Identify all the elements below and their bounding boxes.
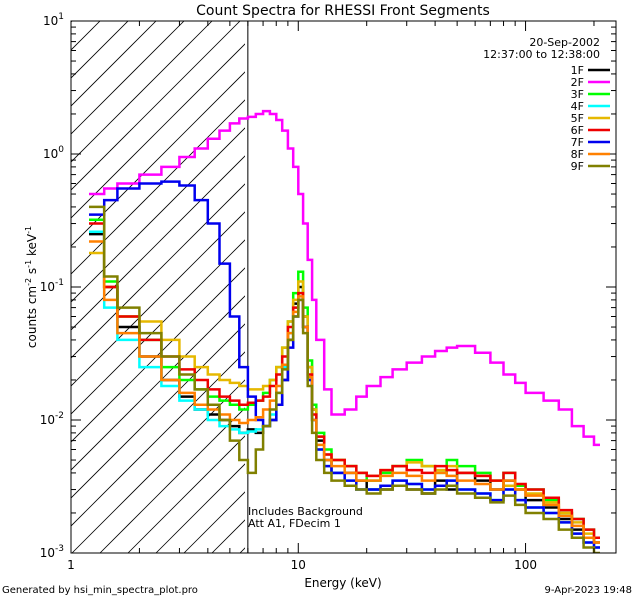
y-axis-label-exp2: -1 [24,260,33,268]
legend-label-5f: 5F [571,112,584,125]
annotation-time-range: 12:37:00 to 12:38:00 [483,48,600,61]
hatch-line [155,463,245,553]
series-9f-line [89,205,600,553]
legend-label-2f: 2F [571,76,584,89]
legend-label-6f: 6F [571,124,584,137]
y-tick-label: 10-2 [40,411,64,427]
hatch-line [71,21,157,107]
y-axis-label-exp3: -1 [24,226,33,234]
hatch-line [71,21,213,163]
series-7f-line [89,180,600,549]
hatch-line [71,21,241,191]
hatch-line [71,351,245,527]
footer-timestamp: 9-Apr-2023 19:48 [544,585,632,596]
footer-generated-by: Generated by hsi_min_spectra_plot.pro [2,585,198,596]
hatch-line [71,183,245,359]
hatch-line [71,239,245,415]
hatch-line [71,43,245,219]
hatch-line [71,295,245,471]
y-tick-label: 10-3 [40,544,64,560]
x-tick-label: 1 [67,558,75,572]
series-2f-line [89,109,600,447]
y-axis-label-exp1: -2 [24,278,33,286]
annotation-background: Includes Background [248,505,363,518]
legend-label-8f: 8F [571,148,584,161]
y-axis: 10-3 10-2 10-1 100 101 [40,12,616,560]
hatch-line [71,155,245,331]
legend-label-4f: 4F [571,100,584,113]
y-axis-label-kev: keV [25,233,39,260]
hatch-line [71,21,185,135]
legend-label-1f: 1F [571,64,584,77]
y-axis-label: counts cm-2 s-1 keV-1 [24,226,39,348]
hatch-line [71,21,73,23]
hatch-line [71,99,245,275]
hatched-region [0,0,245,553]
hatch-line [71,127,245,303]
x-axis-label: Energy (keV) [304,576,381,590]
y-tick-label: 101 [43,12,64,28]
hatch-line [71,211,245,387]
annotation-attenuator: Att A1, FDecim 1 [248,517,341,530]
series-group [89,109,600,553]
chart-title: Count Spectra for RHESSI Front Segments [196,3,490,19]
y-tick-label: 10-1 [40,278,64,294]
y-axis-label-base: counts cm [25,286,39,348]
hatch-line [127,435,245,553]
y-tick-label: 100 [43,145,64,161]
hatch-line [99,407,245,553]
legend-label-3f: 3F [571,88,584,101]
legend-label-7f: 7F [571,136,584,149]
x-tick-label: 100 [514,558,537,572]
hatch-line [71,323,245,499]
y-axis-label-s: s [25,268,39,278]
legend-label-9f: 9F [571,160,584,173]
series-1f-line [89,232,600,544]
x-tick-label: 10 [291,558,306,572]
annotation-date: 20-Sep-2002 [529,36,600,49]
hatch-line [0,0,112,553]
series-8f-line [89,240,600,544]
hatch-line [71,71,245,247]
hatch-line [0,0,28,553]
hatch-line [71,21,129,79]
hatch-line [71,379,245,553]
x-axis: 1 10 100 [67,21,595,572]
